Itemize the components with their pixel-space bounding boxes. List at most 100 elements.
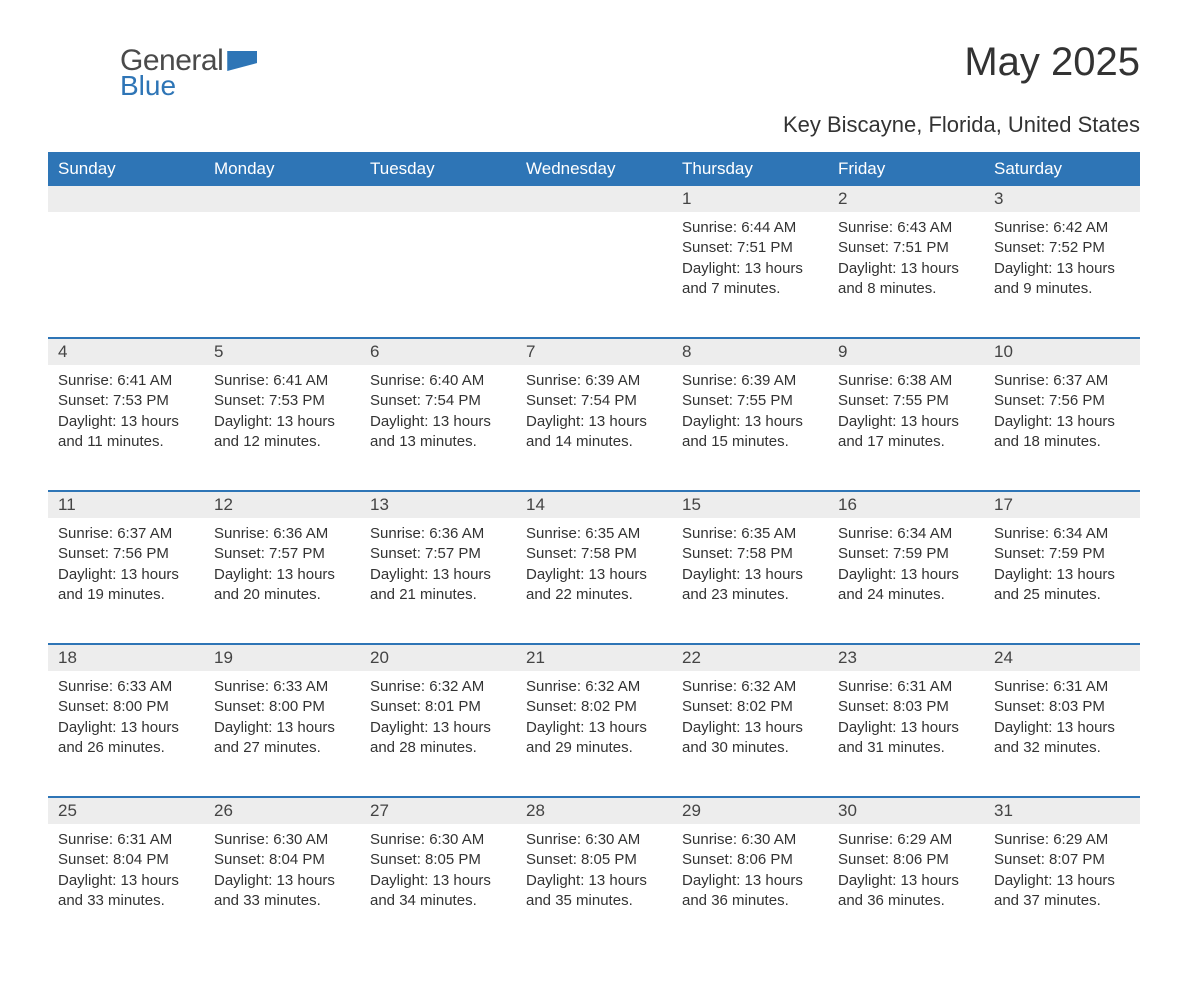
daylight-line-2: and 33 minutes.	[58, 891, 194, 911]
sunrise-text: Sunrise: 6:31 AM	[838, 677, 974, 697]
week-row: Sunrise: 6:44 AMSunset: 7:51 PMDaylight:…	[48, 212, 1140, 338]
day-cell: Sunrise: 6:32 AMSunset: 8:02 PMDaylight:…	[672, 671, 828, 797]
calendar-table: Sunday Monday Tuesday Wednesday Thursday…	[48, 152, 1140, 950]
brand-word-2: Blue	[120, 70, 176, 102]
day-cell: Sunrise: 6:37 AMSunset: 7:56 PMDaylight:…	[984, 365, 1140, 491]
day-number-cell: 17	[984, 491, 1140, 518]
day-number-cell: 6	[360, 338, 516, 365]
day-cell: Sunrise: 6:35 AMSunset: 7:58 PMDaylight:…	[672, 518, 828, 644]
sunrise-text: Sunrise: 6:32 AM	[370, 677, 506, 697]
sunrise-text: Sunrise: 6:33 AM	[58, 677, 194, 697]
weekday-header: Thursday	[672, 152, 828, 186]
day-cell: Sunrise: 6:34 AMSunset: 7:59 PMDaylight:…	[984, 518, 1140, 644]
day-cell: Sunrise: 6:43 AMSunset: 7:51 PMDaylight:…	[828, 212, 984, 338]
page-header: General Blue May 2025	[48, 40, 1140, 102]
daylight-line-1: Daylight: 13 hours	[994, 259, 1130, 279]
day-number-row: 11121314151617	[48, 491, 1140, 518]
sunset-text: Sunset: 8:03 PM	[994, 697, 1130, 717]
sunset-text: Sunset: 7:51 PM	[682, 238, 818, 258]
daylight-line-1: Daylight: 13 hours	[370, 412, 506, 432]
sunrise-text: Sunrise: 6:31 AM	[58, 830, 194, 850]
daylight-line-1: Daylight: 13 hours	[526, 718, 662, 738]
daylight-line-2: and 21 minutes.	[370, 585, 506, 605]
daylight-line-2: and 12 minutes.	[214, 432, 350, 452]
sunrise-text: Sunrise: 6:32 AM	[526, 677, 662, 697]
day-number-cell: 13	[360, 491, 516, 518]
sunset-text: Sunset: 7:59 PM	[994, 544, 1130, 564]
day-number-cell: 31	[984, 797, 1140, 824]
sunrise-text: Sunrise: 6:35 AM	[526, 524, 662, 544]
week-row: Sunrise: 6:31 AMSunset: 8:04 PMDaylight:…	[48, 824, 1140, 950]
day-number-row: 18192021222324	[48, 644, 1140, 671]
daylight-line-2: and 20 minutes.	[214, 585, 350, 605]
daylight-line-1: Daylight: 13 hours	[370, 565, 506, 585]
sunset-text: Sunset: 7:55 PM	[838, 391, 974, 411]
day-number-cell: 10	[984, 338, 1140, 365]
daylight-line-1: Daylight: 13 hours	[682, 718, 818, 738]
daylight-line-1: Daylight: 13 hours	[370, 871, 506, 891]
daylight-line-2: and 36 minutes.	[682, 891, 818, 911]
daylight-line-1: Daylight: 13 hours	[214, 871, 350, 891]
weekday-header: Monday	[204, 152, 360, 186]
sunset-text: Sunset: 7:57 PM	[370, 544, 506, 564]
day-number-cell	[204, 186, 360, 212]
daylight-line-2: and 14 minutes.	[526, 432, 662, 452]
day-number-cell: 22	[672, 644, 828, 671]
sunset-text: Sunset: 8:00 PM	[214, 697, 350, 717]
sunrise-text: Sunrise: 6:41 AM	[214, 371, 350, 391]
week-row: Sunrise: 6:33 AMSunset: 8:00 PMDaylight:…	[48, 671, 1140, 797]
weekday-header: Wednesday	[516, 152, 672, 186]
day-number-cell: 9	[828, 338, 984, 365]
daylight-line-1: Daylight: 13 hours	[214, 718, 350, 738]
daylight-line-2: and 11 minutes.	[58, 432, 194, 452]
day-cell: Sunrise: 6:32 AMSunset: 8:02 PMDaylight:…	[516, 671, 672, 797]
day-number-cell: 18	[48, 644, 204, 671]
weekday-header: Tuesday	[360, 152, 516, 186]
daylight-line-1: Daylight: 13 hours	[682, 871, 818, 891]
day-number-cell: 24	[984, 644, 1140, 671]
daylight-line-2: and 25 minutes.	[994, 585, 1130, 605]
daylight-line-1: Daylight: 13 hours	[682, 565, 818, 585]
sunset-text: Sunset: 8:04 PM	[214, 850, 350, 870]
day-cell: Sunrise: 6:30 AMSunset: 8:06 PMDaylight:…	[672, 824, 828, 950]
day-number-cell	[360, 186, 516, 212]
daylight-line-1: Daylight: 13 hours	[994, 871, 1130, 891]
day-number-cell: 21	[516, 644, 672, 671]
daylight-line-2: and 9 minutes.	[994, 279, 1130, 299]
day-cell: Sunrise: 6:44 AMSunset: 7:51 PMDaylight:…	[672, 212, 828, 338]
daylight-line-1: Daylight: 13 hours	[214, 412, 350, 432]
daylight-line-1: Daylight: 13 hours	[58, 871, 194, 891]
daylight-line-1: Daylight: 13 hours	[526, 871, 662, 891]
daylight-line-1: Daylight: 13 hours	[838, 871, 974, 891]
daylight-line-1: Daylight: 13 hours	[214, 565, 350, 585]
sunrise-text: Sunrise: 6:36 AM	[370, 524, 506, 544]
day-cell: Sunrise: 6:38 AMSunset: 7:55 PMDaylight:…	[828, 365, 984, 491]
sunrise-text: Sunrise: 6:30 AM	[526, 830, 662, 850]
day-number-cell: 26	[204, 797, 360, 824]
sunrise-text: Sunrise: 6:37 AM	[994, 371, 1130, 391]
daylight-line-2: and 32 minutes.	[994, 738, 1130, 758]
day-number-cell: 4	[48, 338, 204, 365]
sunset-text: Sunset: 7:58 PM	[682, 544, 818, 564]
day-number-cell	[48, 186, 204, 212]
day-number-cell: 28	[516, 797, 672, 824]
daylight-line-1: Daylight: 13 hours	[994, 718, 1130, 738]
sunset-text: Sunset: 8:01 PM	[370, 697, 506, 717]
day-cell: Sunrise: 6:31 AMSunset: 8:03 PMDaylight:…	[828, 671, 984, 797]
day-cell: Sunrise: 6:31 AMSunset: 8:03 PMDaylight:…	[984, 671, 1140, 797]
daylight-line-2: and 19 minutes.	[58, 585, 194, 605]
day-cell: Sunrise: 6:32 AMSunset: 8:01 PMDaylight:…	[360, 671, 516, 797]
daylight-line-1: Daylight: 13 hours	[838, 412, 974, 432]
daylight-line-2: and 30 minutes.	[682, 738, 818, 758]
sunset-text: Sunset: 7:56 PM	[994, 391, 1130, 411]
sunset-text: Sunset: 7:54 PM	[370, 391, 506, 411]
sunset-text: Sunset: 7:54 PM	[526, 391, 662, 411]
sunset-text: Sunset: 7:55 PM	[682, 391, 818, 411]
daylight-line-2: and 26 minutes.	[58, 738, 194, 758]
sunset-text: Sunset: 7:52 PM	[994, 238, 1130, 258]
day-number-cell: 27	[360, 797, 516, 824]
flag-icon	[227, 51, 257, 71]
day-cell: Sunrise: 6:30 AMSunset: 8:04 PMDaylight:…	[204, 824, 360, 950]
day-number-cell: 7	[516, 338, 672, 365]
sunrise-text: Sunrise: 6:31 AM	[994, 677, 1130, 697]
